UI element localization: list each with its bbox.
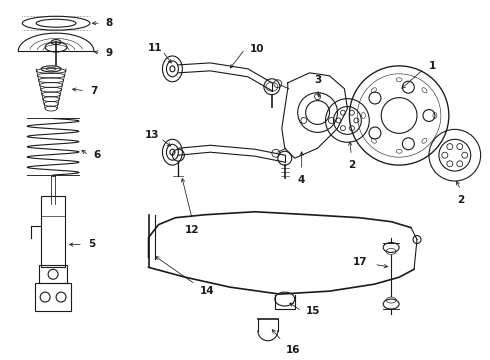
- Text: 16: 16: [286, 345, 300, 355]
- Text: 10: 10: [250, 44, 265, 54]
- Text: 1: 1: [429, 61, 436, 71]
- Text: 11: 11: [148, 43, 163, 53]
- Text: 2: 2: [348, 160, 355, 170]
- Text: 5: 5: [88, 239, 95, 249]
- Text: 17: 17: [353, 257, 368, 267]
- Text: 8: 8: [106, 18, 113, 28]
- Text: 3: 3: [314, 75, 321, 85]
- Text: 2: 2: [457, 195, 465, 205]
- Text: 4: 4: [298, 175, 305, 185]
- Text: 6: 6: [94, 150, 101, 160]
- Text: 15: 15: [306, 306, 320, 316]
- Text: 13: 13: [145, 130, 160, 140]
- Text: 7: 7: [90, 86, 97, 96]
- Text: 14: 14: [200, 286, 215, 296]
- Text: 9: 9: [106, 48, 113, 58]
- Text: 12: 12: [185, 225, 199, 235]
